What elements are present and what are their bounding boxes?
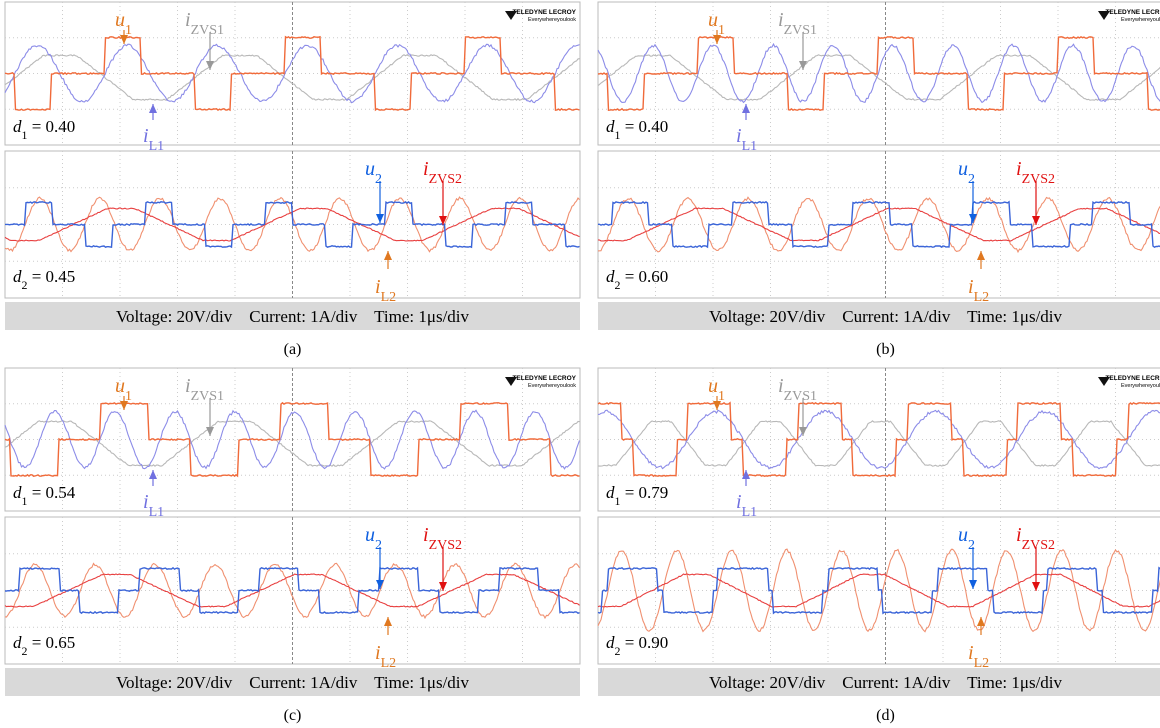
logo-tagline: Everywhereyoulook (1121, 17, 1160, 23)
symbol-main: u (115, 375, 125, 397)
symbol-rest: = 0.79 (620, 483, 668, 502)
symbol-main: u (115, 9, 125, 31)
symbol-main: u (365, 158, 375, 180)
logo-tagline: Everywhereyoulook (528, 383, 576, 389)
caption: (b) (876, 341, 895, 358)
symbol-main: u (708, 375, 718, 397)
symbol-rest: = 0.60 (620, 267, 668, 286)
symbol-main: u (365, 524, 375, 546)
caption: (a) (284, 341, 302, 358)
symbol-sub: ZVS1 (191, 23, 224, 38)
symbol-sub: ZVS1 (191, 389, 224, 404)
caption: (c) (284, 707, 302, 724)
logo-brand: TELEDYNE LECROY (1105, 375, 1160, 382)
symbol-sub: ZVS2 (1022, 538, 1055, 553)
symbol-rest: = 0.90 (620, 633, 668, 652)
scale-text: Voltage: 20V/div Current: 1A/div Time: 1… (709, 673, 1063, 692)
symbol-sub: ZVS2 (429, 538, 462, 553)
scale-text: Voltage: 20V/div Current: 1A/div Time: 1… (709, 307, 1063, 326)
symbol-sub: ZVS1 (784, 389, 817, 404)
symbol-sub: 2 (375, 172, 382, 187)
symbol-rest: = 0.40 (27, 117, 75, 136)
symbol-rest: = 0.54 (27, 483, 75, 502)
caption: (d) (876, 707, 895, 724)
symbol-main: u (708, 9, 718, 31)
scale-text: Voltage: 20V/div Current: 1A/div Time: 1… (116, 307, 470, 326)
symbol-rest: = 0.40 (620, 117, 668, 136)
symbol-sub: 2 (375, 538, 382, 553)
symbol-main: u (958, 524, 968, 546)
symbol-sub: ZVS1 (784, 23, 817, 38)
scale-text: Voltage: 20V/div Current: 1A/div Time: 1… (116, 673, 470, 692)
symbol-sub: 2 (968, 172, 975, 187)
symbol-rest: = 0.65 (27, 633, 75, 652)
logo-tagline: Everywhereyoulook (528, 17, 576, 23)
figure: TELEDYNE LECROYEverywhereyoulooku1iZVS1i… (0, 0, 1160, 728)
symbol-sub: ZVS2 (1022, 172, 1055, 187)
symbol-sub: ZVS2 (429, 172, 462, 187)
logo-brand: TELEDYNE LECROY (512, 375, 576, 382)
symbol-main: u (958, 158, 968, 180)
symbol-rest: = 0.45 (27, 267, 75, 286)
logo-brand: TELEDYNE LECROY (1105, 9, 1160, 16)
logo-brand: TELEDYNE LECROY (512, 9, 576, 16)
logo-tagline: Everywhereyoulook (1121, 383, 1160, 389)
symbol-sub: 2 (968, 538, 975, 553)
